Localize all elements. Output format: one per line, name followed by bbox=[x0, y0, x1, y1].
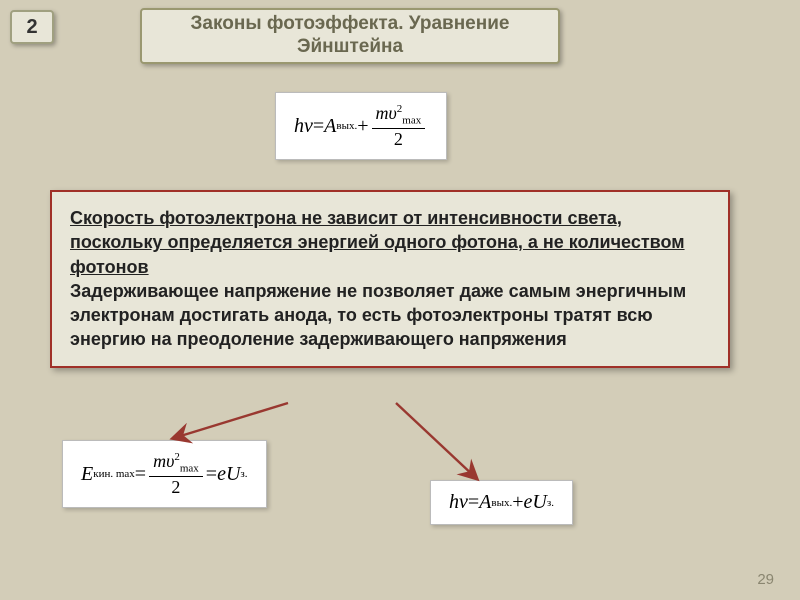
eq2-Usub: з. bbox=[240, 468, 247, 480]
eq2-vsup: 2 bbox=[174, 451, 180, 463]
slide-title-text: Законы фотоэффекта. Уравнение Эйнштейна bbox=[152, 13, 548, 59]
explanation-p1: Скорость фотоэлектрона не зависит от инт… bbox=[70, 206, 710, 279]
eq3-Usub: з. bbox=[547, 497, 554, 509]
eq2-eq: = bbox=[135, 463, 146, 486]
equation-combined: hν = Aвых. + eUз. bbox=[430, 480, 573, 525]
page-badge-number: 2 bbox=[26, 16, 37, 39]
explanation-p2: Задерживающее напряжение не позволяет да… bbox=[70, 279, 710, 352]
eq3-Asub: вых. bbox=[491, 497, 512, 509]
eq1-m: m bbox=[376, 103, 389, 123]
eq2-U: U bbox=[226, 463, 240, 486]
eq1-vsub: max bbox=[402, 115, 421, 127]
equation-einstein: hν = Aвых. + mυ2max 2 bbox=[275, 92, 447, 160]
eq1-plus: + bbox=[357, 115, 368, 138]
eq1-num: mυ2max bbox=[372, 103, 426, 129]
eq3-h: h bbox=[449, 491, 459, 514]
eq3-nu: ν bbox=[459, 491, 468, 514]
eq3-A: A bbox=[479, 491, 491, 514]
arrow-to-eq3 bbox=[396, 403, 476, 478]
eq1-eq: = bbox=[313, 115, 324, 138]
eq1-v: υ bbox=[389, 103, 397, 123]
eq2-Esub: кин. max bbox=[93, 468, 135, 480]
page-badge: 2 bbox=[10, 10, 54, 44]
eq1-Asub: вых. bbox=[336, 120, 357, 132]
eq3-eq: = bbox=[468, 491, 479, 514]
explanation-panel: Скорость фотоэлектрона не зависит от инт… bbox=[50, 190, 730, 368]
eq2-m: m bbox=[153, 451, 166, 471]
eq1-nu: ν bbox=[304, 115, 313, 138]
eq3-plus: + bbox=[512, 491, 523, 514]
eq1-den: 2 bbox=[390, 129, 407, 150]
eq2-E: E bbox=[81, 463, 93, 486]
arrow-to-eq2 bbox=[174, 403, 288, 438]
slide-number: 29 bbox=[757, 571, 774, 588]
eq1-A: A bbox=[324, 115, 336, 138]
eq1-vsup: 2 bbox=[397, 103, 403, 115]
eq2-den: 2 bbox=[167, 477, 184, 498]
slide-title: Законы фотоэффекта. Уравнение Эйнштейна bbox=[140, 8, 560, 64]
eq2-num: mυ2max bbox=[149, 451, 203, 477]
eq3-U: U bbox=[532, 491, 546, 514]
eq2-vsub: max bbox=[180, 463, 199, 475]
eq3-e: e bbox=[524, 491, 533, 514]
eq2-eq2: = bbox=[206, 463, 217, 486]
eq2-frac: mυ2max 2 bbox=[149, 451, 203, 497]
eq1-h: h bbox=[294, 115, 304, 138]
eq2-e: e bbox=[217, 463, 226, 486]
eq1-frac: mυ2max 2 bbox=[372, 103, 426, 149]
equation-kinetic: Eкин. max = mυ2max 2 = eUз. bbox=[62, 440, 267, 508]
slide-number-text: 29 bbox=[757, 571, 774, 588]
